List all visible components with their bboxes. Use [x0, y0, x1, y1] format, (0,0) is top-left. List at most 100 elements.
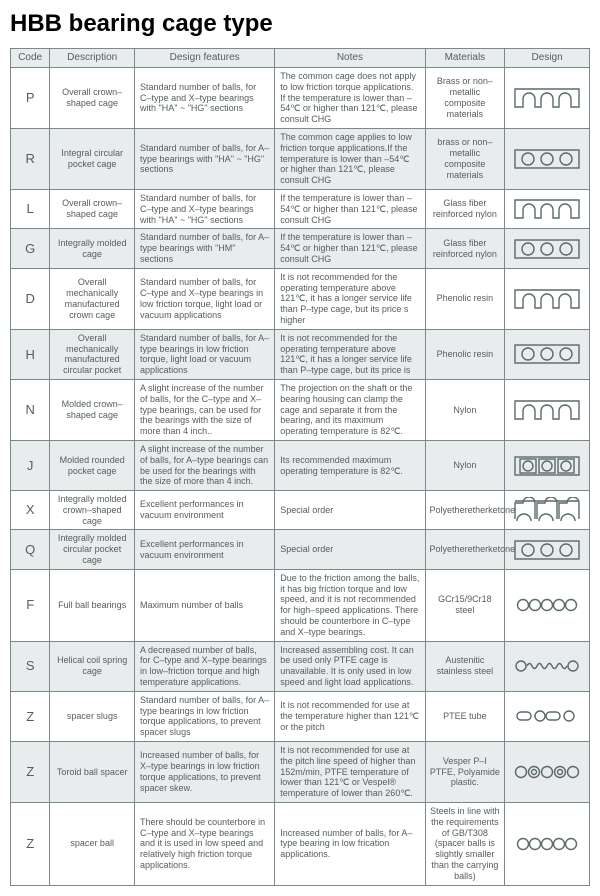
header-desc: Description: [50, 49, 135, 68]
cell-features: A slight increase of the number of balls…: [135, 379, 275, 440]
cell-notes: Due to the friction among the balls, it …: [275, 569, 425, 641]
cell-materials: Phenolic resin: [425, 268, 505, 329]
cell-code: R: [11, 128, 50, 189]
cell-features: Standard number of balls, for C–type and…: [135, 68, 275, 129]
cell-materials: Polyetheretherketone: [425, 530, 505, 569]
cell-materials: PTEE tube: [425, 691, 505, 741]
cell-features: Standard number of balls, for A–type bea…: [135, 691, 275, 741]
cell-desc: Molded rounded pocket cage: [50, 440, 135, 490]
cell-design: [505, 491, 590, 530]
page-title: HBB bearing cage type: [10, 10, 590, 38]
cell-code: Z: [11, 742, 50, 803]
cell-notes: Special order: [275, 491, 425, 530]
cell-features: Excellent performances in vacuum environ…: [135, 530, 275, 569]
cell-notes: It is not recommended for the operating …: [275, 268, 425, 329]
cell-design: [505, 742, 590, 803]
cell-materials: Austenitic stainless steel: [425, 641, 505, 691]
cell-desc: Helical coil spring cage: [50, 641, 135, 691]
header-design: Design: [505, 49, 590, 68]
cell-code: G: [11, 229, 50, 268]
cell-design: [505, 229, 590, 268]
cell-desc: Integrally molded circular pocket cage: [50, 530, 135, 569]
cell-features: Standard number of balls, for C–type and…: [135, 189, 275, 228]
table-row: D Overall mechanically manufactured crow…: [11, 268, 590, 329]
cell-code: N: [11, 379, 50, 440]
cell-notes: The common cage does not apply to low fr…: [275, 68, 425, 129]
cell-desc: Full ball bearings: [50, 569, 135, 641]
table-row: S Helical coil spring cage A decreased n…: [11, 641, 590, 691]
cell-code: J: [11, 440, 50, 490]
cell-features: Standard number of balls, for A–type bea…: [135, 128, 275, 189]
cell-design: [505, 189, 590, 228]
cell-design: [505, 691, 590, 741]
cell-materials: brass or non–metallic composite material…: [425, 128, 505, 189]
table-row: Z spacer ball There should be counterbor…: [11, 803, 590, 886]
cell-code: H: [11, 329, 50, 379]
cell-notes: Increased assembling cost. It can be use…: [275, 641, 425, 691]
cell-materials: GCr15/9Cr18 steel: [425, 569, 505, 641]
table-row: Q Integrally molded circular pocket cage…: [11, 530, 590, 569]
cell-desc: spacer slugs: [50, 691, 135, 741]
cell-notes: If the temperature is lower than –54℃ or…: [275, 229, 425, 268]
cell-notes: It is not recommended for use at the pit…: [275, 742, 425, 803]
cell-code: D: [11, 268, 50, 329]
cell-notes: It is not recommended for the operating …: [275, 329, 425, 379]
cell-notes: Increased number of balls, for A–type be…: [275, 803, 425, 886]
cell-features: Standard number of balls, for A–type bea…: [135, 229, 275, 268]
cell-desc: Integrally molded crown–shaped cage: [50, 491, 135, 530]
table-row: P Overall crown–shaped cage Standard num…: [11, 68, 590, 129]
bearing-cage-table: Code Description Design features Notes M…: [10, 48, 590, 886]
cell-materials: Nylon: [425, 440, 505, 490]
table-row: J Molded rounded pocket cage A slight in…: [11, 440, 590, 490]
cell-desc: Overall crown–shaped cage: [50, 68, 135, 129]
cell-code: X: [11, 491, 50, 530]
cell-design: [505, 128, 590, 189]
cell-desc: Toroid ball spacer: [50, 742, 135, 803]
cell-code: Z: [11, 691, 50, 741]
table-row: Z spacer slugs Standard number of balls,…: [11, 691, 590, 741]
cell-design: [505, 569, 590, 641]
cell-notes: It is not recommended for use at the tem…: [275, 691, 425, 741]
header-code: Code: [11, 49, 50, 68]
cell-code: S: [11, 641, 50, 691]
cell-materials: Nylon: [425, 379, 505, 440]
cell-materials: Glass fiber reinforced nylon: [425, 189, 505, 228]
cell-materials: Steels in line with the requirements of …: [425, 803, 505, 886]
cell-design: [505, 803, 590, 886]
cell-features: There should be counterbore in C–type an…: [135, 803, 275, 886]
cell-code: L: [11, 189, 50, 228]
cell-design: [505, 641, 590, 691]
cell-code: P: [11, 68, 50, 129]
cell-features: Standard number of balls, for C–type and…: [135, 268, 275, 329]
cell-features: Standard number of balls, for A–type bea…: [135, 329, 275, 379]
table-row: R Integral circular pocket cage Standard…: [11, 128, 590, 189]
cell-design: [505, 68, 590, 129]
cell-notes: The common cage applies to low friction …: [275, 128, 425, 189]
cell-desc: spacer ball: [50, 803, 135, 886]
header-features: Design features: [135, 49, 275, 68]
cell-design: [505, 379, 590, 440]
cell-materials: Glass fiber reinforced nylon: [425, 229, 505, 268]
cell-features: Increased number of balls, for X–type be…: [135, 742, 275, 803]
cell-materials: Vesper P–I PTFE, Polyamide plastic.: [425, 742, 505, 803]
cell-materials: Phenolic resin: [425, 329, 505, 379]
cell-design: [505, 268, 590, 329]
header-materials: Materials: [425, 49, 505, 68]
cell-code: Q: [11, 530, 50, 569]
cell-desc: Overall mechanically manufactured circul…: [50, 329, 135, 379]
table-row: X Integrally molded crown–shaped cage Ex…: [11, 491, 590, 530]
cell-code: F: [11, 569, 50, 641]
cell-design: [505, 329, 590, 379]
cell-notes: If the temperature is lower than –54℃ or…: [275, 189, 425, 228]
cell-code: Z: [11, 803, 50, 886]
table-row: Z Toroid ball spacer Increased number of…: [11, 742, 590, 803]
cell-desc: Overall mechanically manufactured crown …: [50, 268, 135, 329]
header-row: Code Description Design features Notes M…: [11, 49, 590, 68]
cell-materials: Brass or non–metallic composite material…: [425, 68, 505, 129]
cell-desc: Integral circular pocket cage: [50, 128, 135, 189]
cell-notes: Special order: [275, 530, 425, 569]
table-row: N Molded crown–shaped cage A slight incr…: [11, 379, 590, 440]
table-row: H Overall mechanically manufactured circ…: [11, 329, 590, 379]
header-notes: Notes: [275, 49, 425, 68]
cell-materials: Polyetheretherketone: [425, 491, 505, 530]
